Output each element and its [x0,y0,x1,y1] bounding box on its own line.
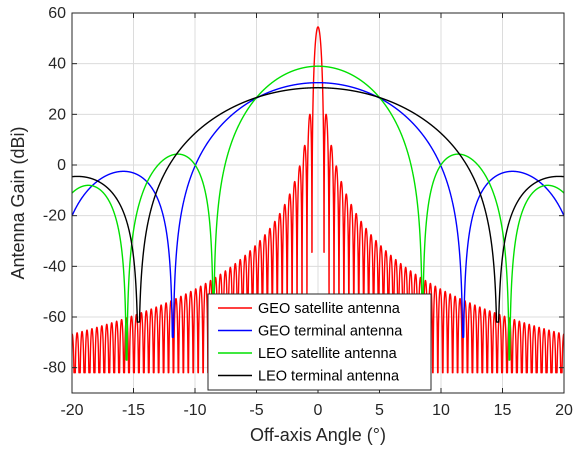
y-tick-label: 20 [48,106,66,123]
legend-label: GEO satellite antenna [258,301,401,317]
x-tick-label: 15 [494,402,512,419]
legend-box [207,293,432,391]
y-tick-label: -40 [43,258,66,275]
series-line-3 [72,65,564,361]
x-tick-label: -20 [60,402,83,419]
x-tick-label: 0 [314,402,323,419]
series-line-1 [72,26,564,374]
legend-label: LEO terminal antenna [258,369,400,385]
legend-label: GEO terminal antenna [258,324,403,340]
x-tick-label: -15 [122,402,145,419]
series-group [72,26,564,374]
y-tick-label: 40 [48,56,66,73]
y-tick-label: 0 [57,157,66,174]
x-tick-label: -5 [249,402,263,419]
x-tick-label: 5 [375,402,384,419]
series-line-4 [72,87,564,323]
x-axis-label: Off-axis Angle (°) [250,425,386,445]
x-tick-label: -10 [183,402,206,419]
y-tick-label: -60 [43,309,66,326]
legend-label: LEO satellite antenna [258,346,398,362]
series-line-2 [72,81,564,338]
legend: GEO satellite antenna GEO terminal antenn… [207,293,432,391]
x-tick-label: 20 [555,402,573,419]
ticks: -20 -15 -10 -5 0 5 10 15 20 -80 -60 -40 -20 0 20 40 60 [43,5,573,419]
y-tick-label: -80 [43,360,66,377]
y-tick-label: -20 [43,208,66,225]
x-tick-label: 10 [432,402,450,419]
y-tick-label: 60 [48,5,66,22]
y-axis-label: Antenna Gain (dBi) [8,126,28,279]
